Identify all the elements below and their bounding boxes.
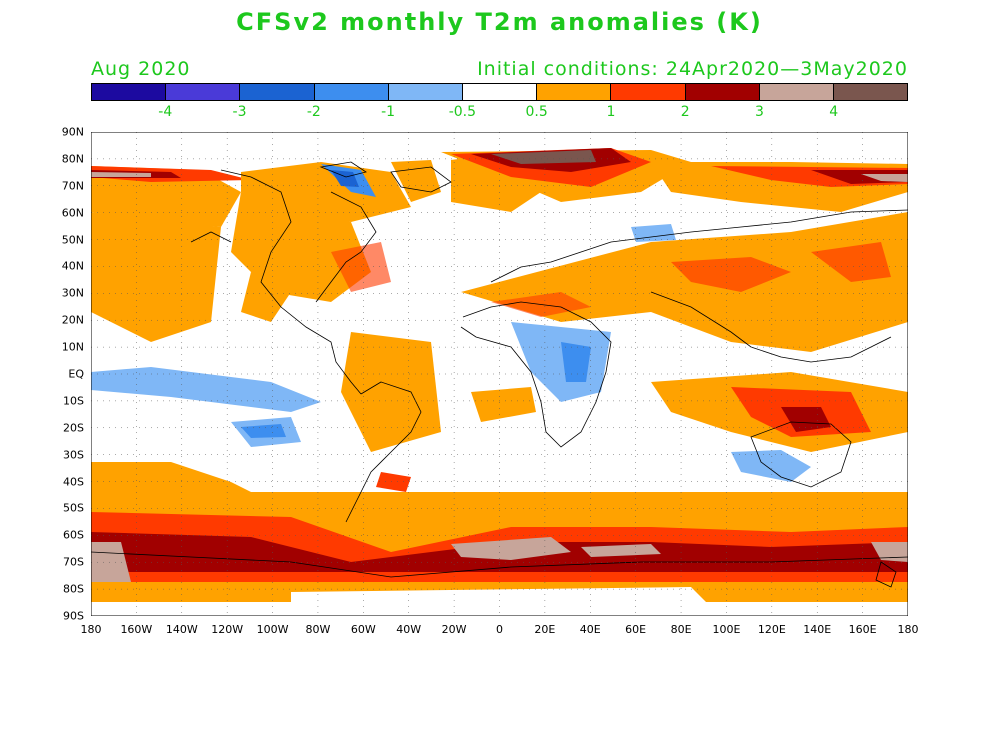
longitude-label: 80W [305,623,331,636]
latitude-label: 60S [63,528,84,542]
latitude-label: 20N [61,313,84,327]
colorbar-tick-label: 1 [606,104,616,120]
colorbar-segment [240,84,315,100]
latitude-label: 50N [61,233,84,247]
colorbar-tick-label: -1 [381,104,396,120]
latitude-label: 20S [63,421,84,435]
map-title: CFSv2 monthly T2m anomalies (K) [236,8,763,36]
graticule [91,132,908,616]
latitude-label: 90N [61,125,84,139]
latitude-label: 50S [63,501,84,515]
valid-month: Aug 2020 [91,58,191,80]
colorbar-tick-label: -3 [232,104,247,120]
longitude-label: 0 [496,623,503,636]
latitude-label: 90S [63,609,84,623]
latitude-label: 10N [61,340,84,354]
colorbar-segment [388,84,463,100]
longitude-label: 60E [625,623,647,636]
longitude-label: 20W [441,623,467,636]
colorbar-segment [611,84,686,100]
colorbar-segment [833,84,908,100]
colorbar-segment [759,84,834,100]
colorbar-segment [166,84,241,100]
colorbar-tick-label: -0.5 [448,104,477,120]
latitude-label: 30N [61,286,84,300]
longitude-label: 40E [579,623,601,636]
latitude-label: 80S [63,582,84,596]
longitude-label: 180 [80,623,102,636]
colorbar-tick-label: 3 [754,104,764,120]
longitude-label: 80E [670,623,692,636]
longitude-label: 100W [256,623,289,636]
colorbar-tick-label: 2 [680,104,690,120]
latitude-label: 10S [63,394,84,408]
latitude-label: EQ [68,367,84,381]
longitude-label: 140E [803,623,832,636]
latitude-label: 60N [61,206,84,220]
longitude-label: 100E [712,623,741,636]
colorbar-segment [462,84,538,100]
colorbar-tick-label: 4 [829,104,839,120]
longitude-label: 60W [350,623,376,636]
latitude-label: 40N [61,259,84,273]
colorbar-tick-label: -2 [306,104,321,120]
colorbar [91,83,908,101]
anomaly-map [91,132,908,616]
colorbar-segment [685,84,760,100]
latitude-label: 40S [63,475,84,489]
colorbar-segment [537,84,612,100]
longitude-label: 160E [848,623,877,636]
longitude-label: 120W [211,623,244,636]
colorbar-tick-label: 0.5 [525,104,548,120]
latitude-label: 70N [61,179,84,193]
latitude-label: 80N [61,152,84,166]
latitude-label: 70S [63,555,84,569]
anomaly-shading [91,148,908,227]
initial-conditions: Initial conditions: 24Apr2020—3May2020 [477,58,908,80]
longitude-label: 120E [757,623,786,636]
longitude-label: 40W [396,623,422,636]
longitude-label: 160W [120,623,153,636]
longitude-label: 180 [897,623,919,636]
colorbar-segment [92,84,167,100]
colorbar-segment [314,84,389,100]
longitude-label: 140W [165,623,198,636]
coastlines [91,161,908,588]
latitude-label: 30S [63,448,84,462]
colorbar-tick-label: -4 [158,104,173,120]
longitude-label: 20E [534,623,556,636]
